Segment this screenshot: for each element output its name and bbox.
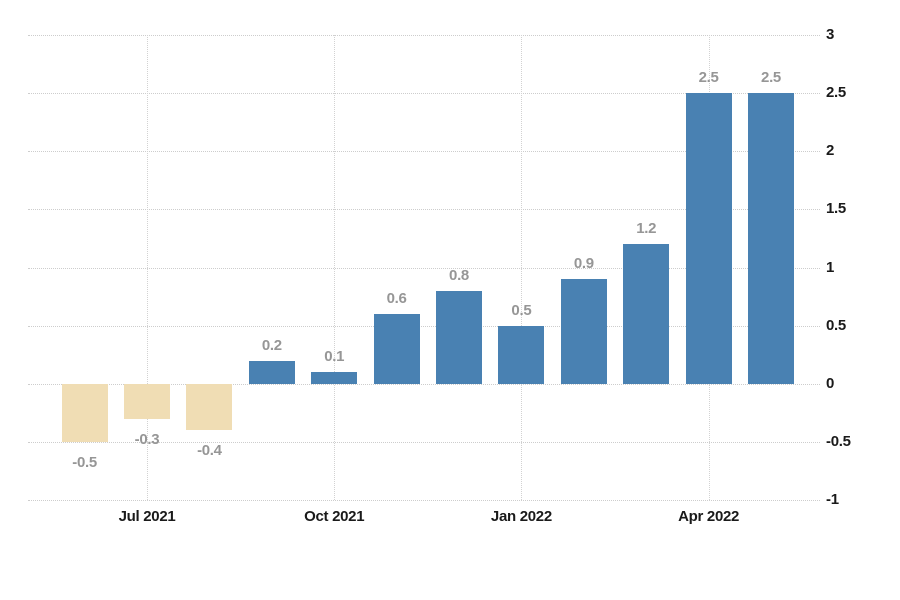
bar-value-label: -0.3 (134, 430, 160, 448)
horizontal-gridline (28, 325, 820, 327)
x-axis-tick-label: Jul 2021 (118, 508, 176, 525)
y-axis-tick-label: 0 (826, 374, 835, 392)
bar-apr-2022[interactable] (685, 93, 732, 384)
x-axis-tick-label: Jan 2022 (490, 508, 552, 525)
bar-value-label: 2.5 (761, 69, 781, 87)
horizontal-gridline (28, 151, 820, 153)
bar-value-label: 0.1 (324, 348, 345, 366)
bar-value-label: -0.5 (72, 453, 97, 471)
horizontal-gridline (28, 441, 820, 443)
bar-value-label: 0.6 (386, 290, 407, 307)
bar-aug-2021[interactable] (186, 383, 233, 431)
bar-value-label: 0.9 (573, 255, 594, 273)
bar-nov-2021[interactable] (373, 314, 420, 384)
bar-jun-2021[interactable] (61, 383, 108, 442)
y-axis-tick-label: -0.5 (826, 432, 851, 450)
y-axis-tick-label: 0.5 (826, 316, 846, 334)
bar-value-label: -0.4 (197, 442, 222, 460)
bar-may-2022[interactable] (748, 93, 794, 384)
bar-value-label: 0.8 (449, 266, 469, 284)
horizontal-gridline (28, 500, 820, 501)
y-axis-tick-label: 2.5 (826, 84, 846, 102)
bar-dec-2021[interactable] (436, 290, 482, 384)
bar-value-label: 2.5 (698, 69, 719, 87)
bar-jan-2022[interactable] (498, 325, 545, 384)
y-axis-tick-label: 2 (826, 142, 835, 160)
bar-oct-2021[interactable] (311, 372, 358, 384)
bar-mar-2022[interactable] (623, 244, 670, 384)
bar-feb-2022[interactable] (560, 279, 607, 384)
y-axis-tick-label: 1.5 (826, 200, 846, 218)
y-axis-tick-label: 1 (826, 258, 835, 276)
x-axis-tick-label: Apr 2022 (678, 508, 740, 525)
vertical-gridline (334, 35, 336, 500)
bar-sep-2021[interactable] (248, 360, 295, 384)
bar-jul-2021[interactable] (124, 383, 170, 419)
horizontal-gridline (28, 267, 820, 269)
horizontal-gridline (28, 383, 820, 385)
horizontal-gridline (28, 93, 820, 95)
y-axis-tick-label: -1 (826, 491, 839, 508)
bar-value-label: 1.2 (636, 220, 657, 238)
x-axis-tick-label: Oct 2021 (304, 508, 365, 525)
bar-value-label: 0.2 (261, 336, 282, 354)
horizontal-gridline (28, 209, 820, 211)
vertical-gridline (147, 35, 148, 500)
bar-value-label: 0.5 (511, 301, 532, 319)
horizontal-gridline (28, 35, 820, 36)
vertical-gridline (521, 35, 523, 500)
y-axis-tick-label: 3 (826, 26, 835, 43)
